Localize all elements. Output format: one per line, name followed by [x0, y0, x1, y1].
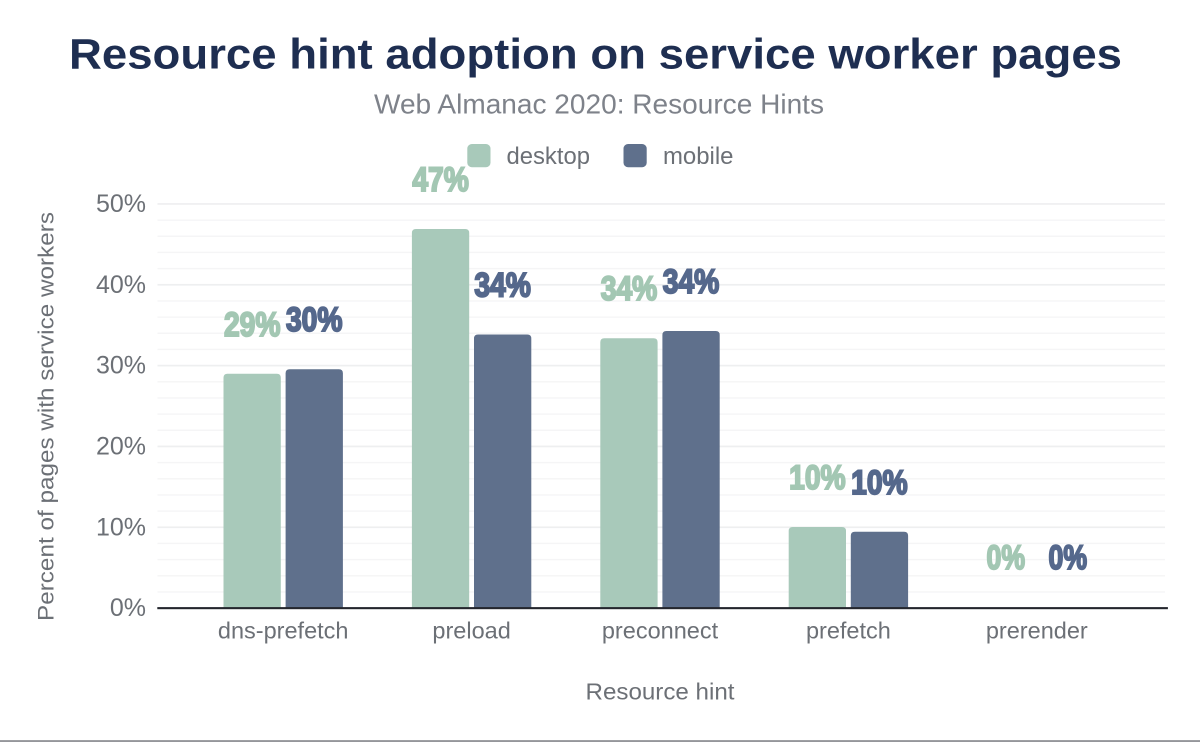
- svg-text:prefetch: prefetch: [806, 618, 891, 644]
- svg-text:34%: 34%: [663, 263, 720, 301]
- svg-text:0%: 0%: [1049, 539, 1088, 577]
- svg-text:30%: 30%: [286, 301, 343, 339]
- svg-text:34%: 34%: [474, 267, 531, 305]
- svg-text:mobile: mobile: [663, 143, 734, 170]
- svg-text:10%: 10%: [96, 513, 146, 541]
- svg-text:Resource hint adoption on serv: Resource hint adoption on service worker…: [69, 30, 1122, 78]
- svg-text:dns-prefetch: dns-prefetch: [218, 618, 349, 644]
- svg-text:Percent of pages with service: Percent of pages with service workers: [34, 212, 59, 621]
- svg-text:29%: 29%: [224, 306, 281, 344]
- svg-text:20%: 20%: [96, 432, 146, 460]
- svg-text:50%: 50%: [96, 190, 146, 218]
- svg-text:34%: 34%: [601, 270, 658, 308]
- svg-text:10%: 10%: [789, 459, 846, 497]
- svg-text:Web Almanac 2020: Resource Hin: Web Almanac 2020: Resource Hints: [374, 89, 824, 120]
- svg-text:prerender: prerender: [986, 618, 1088, 644]
- svg-text:0%: 0%: [987, 539, 1026, 577]
- svg-text:0%: 0%: [110, 594, 146, 622]
- svg-text:30%: 30%: [96, 352, 146, 380]
- svg-text:47%: 47%: [412, 161, 469, 199]
- svg-text:preconnect: preconnect: [602, 618, 719, 644]
- svg-text:preload: preload: [432, 618, 510, 644]
- svg-text:40%: 40%: [96, 271, 146, 299]
- svg-text:10%: 10%: [851, 464, 908, 502]
- svg-text:desktop: desktop: [507, 143, 591, 170]
- svg-text:Resource hint: Resource hint: [586, 679, 736, 705]
